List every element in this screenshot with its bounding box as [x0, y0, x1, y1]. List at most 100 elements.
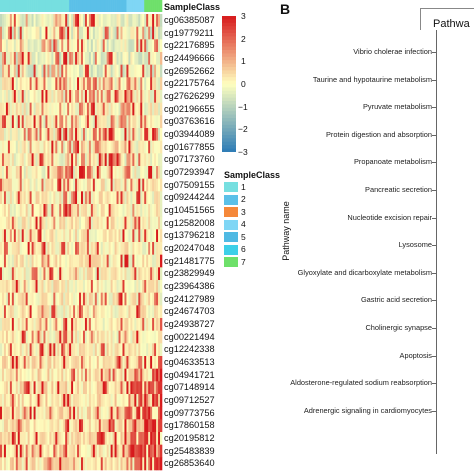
heatmap-cell — [73, 381, 76, 395]
heatmap-cell — [138, 229, 141, 243]
heatmap-cell — [37, 39, 40, 53]
heatmap-cell — [23, 444, 26, 458]
heatmap-cell — [51, 204, 54, 217]
scale-tick-label: −2 — [238, 124, 248, 135]
pathway-plot-title: Pathwa — [433, 18, 470, 30]
annotation-cell — [138, 0, 141, 12]
heatmap-cell — [124, 102, 127, 116]
heatmap-cell — [134, 242, 137, 255]
heatmap-cell — [21, 267, 25, 281]
heatmap-cell — [112, 128, 115, 141]
heatmap-cell — [31, 242, 34, 255]
heatmap-cell — [59, 204, 62, 217]
heatmap-cell — [114, 267, 117, 281]
heatmap-cell — [112, 153, 115, 167]
heatmap-cell — [150, 381, 153, 395]
heatmap-cell — [19, 64, 23, 78]
heatmap-cell — [130, 216, 133, 230]
heatmap-cell — [108, 77, 111, 91]
heatmap-cell — [134, 140, 137, 154]
heatmap-cell — [130, 64, 133, 78]
heatmap-cell — [77, 318, 80, 331]
heatmap-cell — [51, 444, 54, 458]
heatmap-cell — [132, 229, 135, 243]
heatmap-cell — [84, 356, 88, 369]
heatmap-cell — [5, 457, 9, 471]
heatmap-cell — [148, 368, 151, 382]
heatmap-cell — [9, 204, 13, 217]
heatmap-cell — [31, 356, 34, 369]
heatmap-cell — [47, 356, 50, 369]
heatmap-cell — [59, 305, 62, 319]
heatmap-cell — [47, 39, 50, 53]
heatmap-cell — [13, 64, 17, 78]
heatmap-cell — [37, 14, 40, 27]
heatmap-cell — [75, 242, 78, 255]
heatmap-cell — [1, 115, 5, 129]
heatmap-cell — [104, 356, 107, 369]
heatmap-cell — [77, 64, 80, 78]
heatmap-cell — [118, 128, 121, 141]
heatmap-cell — [92, 292, 96, 306]
heatmap-cell — [51, 26, 54, 40]
heatmap-cell — [59, 419, 62, 433]
heatmap-cell — [47, 394, 50, 407]
heatmap-cell — [55, 394, 58, 407]
heatmap-cell — [1, 406, 5, 420]
heatmap-cell — [63, 394, 66, 407]
heatmap-cell — [21, 204, 25, 217]
heatmap-cell — [146, 39, 149, 53]
heatmap-cell — [25, 292, 28, 306]
heatmap-cell — [73, 191, 76, 205]
annotation-cell — [41, 0, 44, 12]
annotation-cell — [88, 0, 92, 12]
heatmap-cell — [27, 102, 30, 116]
heatmap-cell — [73, 330, 76, 344]
heatmap-cell — [118, 254, 121, 268]
heatmap-cell — [108, 330, 111, 344]
pathway-category-label: Aldosterone-regulated sodium reabsorptio… — [290, 378, 432, 388]
heatmap-cell — [81, 394, 84, 407]
row-label: cg10451565 — [164, 204, 215, 215]
heatmap-cell — [37, 330, 40, 344]
heatmap-cell — [82, 178, 86, 192]
heatmap-cell — [41, 115, 44, 129]
heatmap-cell — [31, 204, 34, 217]
heatmap-cell — [23, 26, 26, 40]
heatmap-cell — [90, 356, 94, 369]
heatmap-cell — [102, 166, 106, 179]
heatmap-cell — [146, 432, 149, 445]
heatmap-cell — [59, 254, 62, 268]
heatmap-cell — [63, 444, 66, 458]
heatmap-cell — [152, 52, 155, 65]
heatmap-cell — [152, 292, 155, 306]
heatmap-cell — [98, 204, 102, 217]
heatmap-cell — [77, 267, 80, 281]
heatmap-cell — [130, 102, 133, 116]
heatmap-cell — [98, 52, 102, 65]
heatmap-cell — [25, 381, 28, 395]
heatmap-cell — [79, 26, 82, 40]
pathway-tick — [432, 79, 436, 81]
heatmap-cell — [45, 444, 48, 458]
heatmap-cell — [77, 90, 80, 103]
heatmap-cell — [45, 432, 48, 445]
heatmap-cell — [152, 343, 155, 357]
heatmap-cell — [104, 280, 107, 293]
heatmap-cell — [29, 368, 32, 382]
heatmap-cell — [39, 381, 42, 395]
heatmap-cell — [35, 166, 38, 179]
annotation-cell — [37, 0, 40, 12]
heatmap-cell — [25, 178, 28, 192]
heatmap-cell — [136, 343, 139, 357]
heatmap-cell — [142, 406, 145, 420]
heatmap-cell — [128, 191, 131, 205]
heatmap-cell — [29, 153, 32, 167]
heatmap-cell — [37, 64, 40, 78]
heatmap-cell — [134, 318, 137, 331]
heatmap-cell — [92, 457, 96, 471]
heatmap-cell — [120, 432, 123, 445]
heatmap-cell — [124, 318, 127, 331]
heatmap-cell — [47, 26, 50, 40]
heatmap-cell — [152, 394, 155, 407]
